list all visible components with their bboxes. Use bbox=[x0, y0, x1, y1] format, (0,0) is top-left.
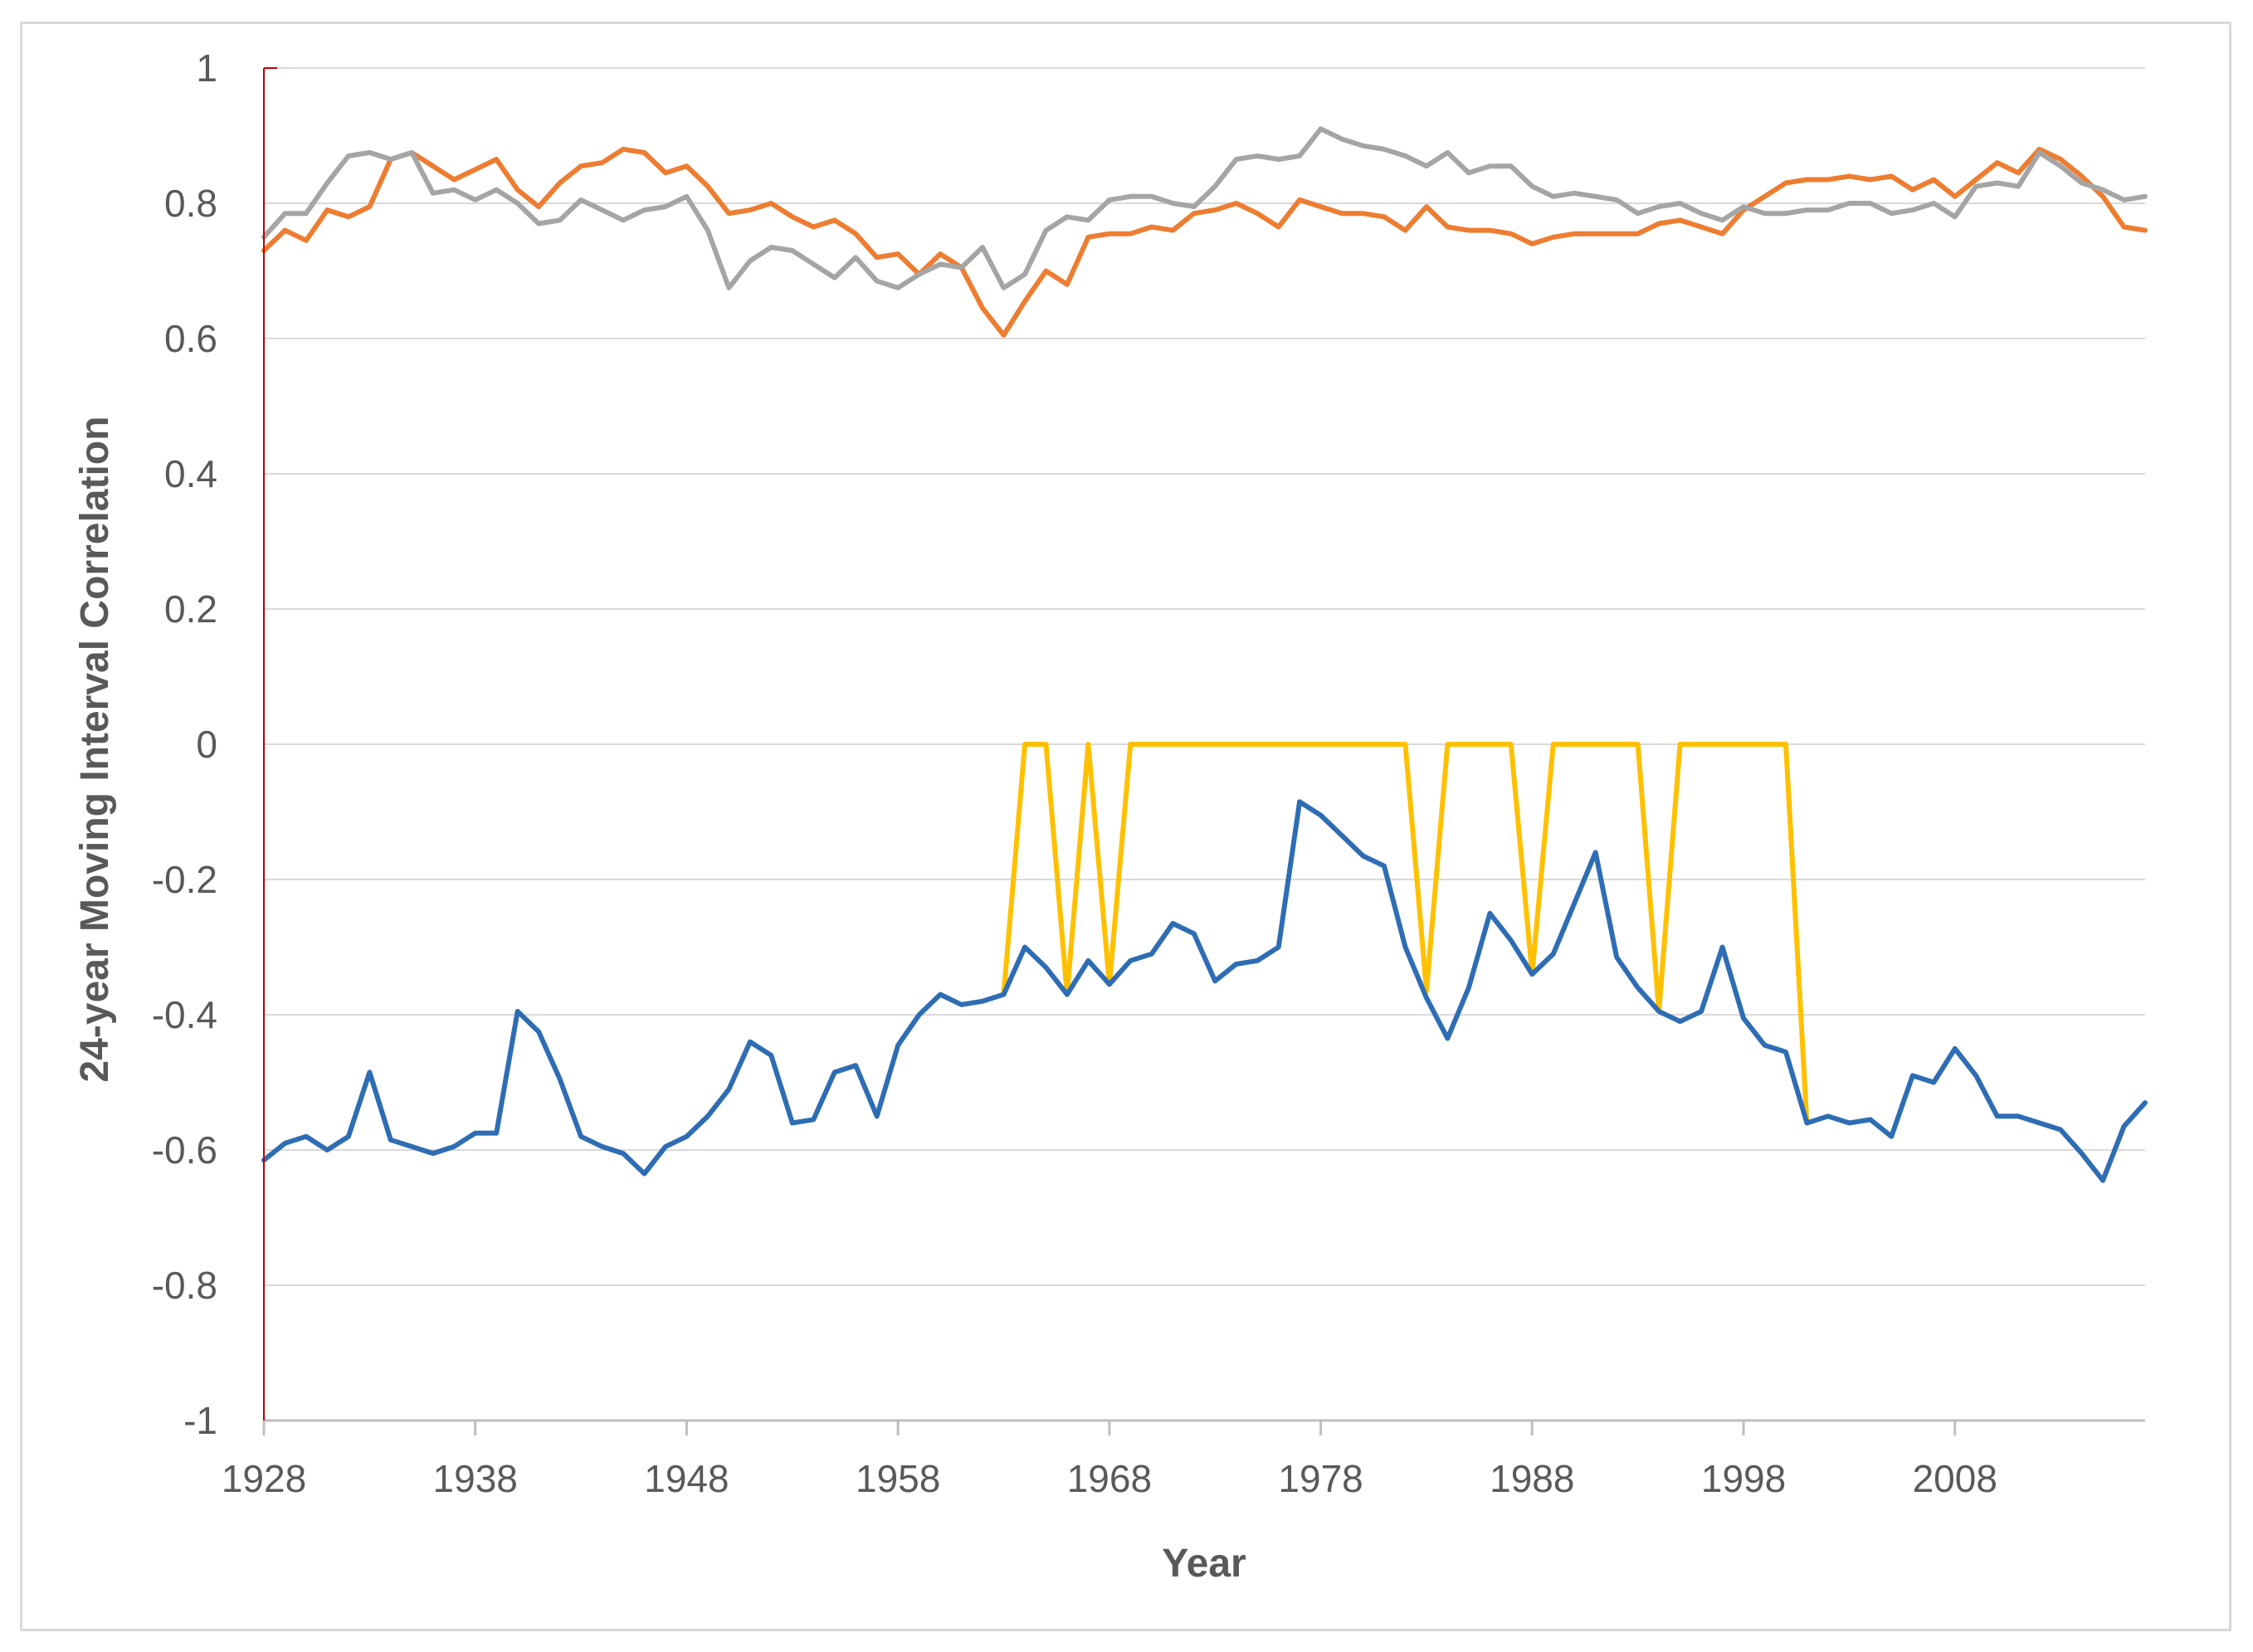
series-line-blue bbox=[261, 799, 2148, 1183]
y-tick-labels: 1 0.8 0.6 0.4 0.2 0 -0.2 -0.4 -0.6 -0.8 -1 bbox=[152, 46, 217, 1442]
y-tick-label: 0.2 bbox=[164, 587, 217, 631]
y-tick-label: 0 bbox=[196, 723, 217, 766]
y-tick-label: -0.8 bbox=[152, 1264, 217, 1307]
y-tick-label: 0.8 bbox=[164, 182, 217, 225]
y-tick-label: -0.4 bbox=[152, 993, 217, 1036]
axes bbox=[262, 67, 2145, 1435]
y-axis-title: 24-year Moving Interval Correlation bbox=[73, 417, 117, 1083]
x-tick-label: 1988 bbox=[1490, 1457, 1574, 1500]
y-tick-label: 0.4 bbox=[164, 452, 217, 495]
x-tick-label: 1958 bbox=[856, 1457, 940, 1500]
x-tick-label: 1998 bbox=[1701, 1457, 1786, 1500]
y-tick-label: 0.6 bbox=[164, 317, 217, 360]
series-lines bbox=[261, 126, 2148, 1183]
x-tick-label: 1978 bbox=[1278, 1457, 1363, 1500]
series-line-yellow bbox=[1001, 742, 1810, 1126]
x-tick-label: 1938 bbox=[433, 1457, 518, 1500]
series-line-gray bbox=[261, 126, 2148, 290]
x-tick-label: 1948 bbox=[644, 1457, 729, 1500]
x-tick-label: 1928 bbox=[222, 1457, 306, 1500]
y-tick-label: 1 bbox=[196, 46, 217, 90]
y-tick-label: -0.2 bbox=[152, 858, 217, 901]
x-axis-title: Year bbox=[1162, 1542, 1246, 1586]
y-tick-label: -1 bbox=[183, 1399, 217, 1442]
x-tick-label: 1968 bbox=[1067, 1457, 1152, 1500]
series-line-orange bbox=[261, 146, 2148, 338]
y-tick-label: -0.6 bbox=[152, 1128, 217, 1172]
x-tick-labels: 1928 1938 1948 1958 1968 1978 1988 1998 2008 bbox=[222, 1457, 1997, 1500]
x-tick-label: 2008 bbox=[1913, 1457, 1997, 1500]
